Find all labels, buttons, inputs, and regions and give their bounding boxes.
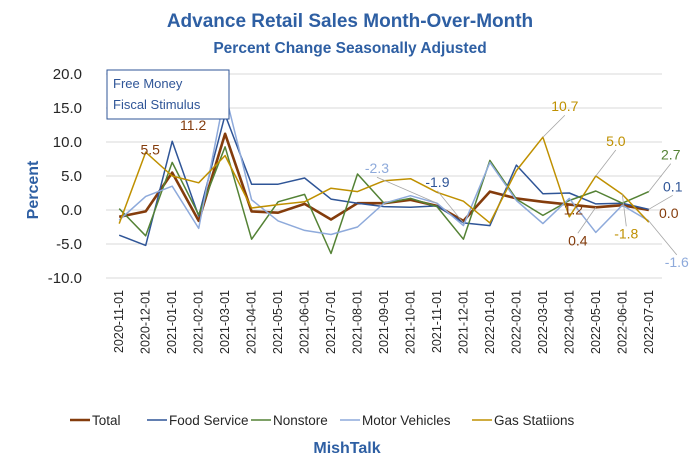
data-labels: 5.5 11.2 -2.3 -1.9 10.7 5.0 1.2 2.7 0.1 0.0 0.4 -1.… bbox=[140, 98, 689, 270]
y-tick-label: 15.0 bbox=[53, 100, 82, 117]
legend-label: Gas Statiions bbox=[494, 413, 575, 428]
annotation-line-1: Free Money bbox=[113, 76, 183, 91]
x-tick-label: 2021-12-01 bbox=[456, 290, 470, 354]
x-tick-label: 2021-09-01 bbox=[377, 290, 391, 354]
label-leader-line bbox=[648, 163, 672, 192]
x-tick-label: 2021-04-01 bbox=[245, 290, 259, 354]
x-tick-label: 2022-03-01 bbox=[536, 290, 550, 354]
label-leader-line bbox=[648, 220, 678, 256]
y-axis-label: Percent bbox=[25, 160, 42, 219]
x-tick-label: 2021-01-01 bbox=[165, 290, 179, 354]
x-axis-ticks: 2020-11-01 2020-12-01 2021-01-01 2021-02-01… bbox=[112, 290, 656, 354]
data-label: 0.0 bbox=[659, 205, 679, 221]
x-tick-label: 2022-07-01 bbox=[642, 290, 656, 354]
data-label: -1.9 bbox=[425, 174, 449, 190]
data-label: -2.3 bbox=[365, 160, 389, 176]
annotation-box-frame bbox=[106, 69, 230, 120]
data-label: 11.2 bbox=[180, 117, 206, 133]
footer-brand: MishTalk bbox=[313, 440, 380, 457]
x-tick-label: 2021-05-01 bbox=[271, 290, 285, 354]
data-label: 2.7 bbox=[661, 147, 681, 163]
y-tick-label: -5.0 bbox=[56, 236, 82, 253]
data-label: -1.6 bbox=[665, 254, 689, 270]
legend-label: Food Service bbox=[169, 413, 249, 428]
data-label: 10.7 bbox=[551, 98, 578, 114]
x-tick-label: 2021-08-01 bbox=[351, 290, 365, 354]
chart-title: Advance Retail Sales Month-Over-Month bbox=[167, 11, 533, 32]
data-label: 0.1 bbox=[663, 178, 683, 194]
label-leader-line bbox=[437, 190, 464, 224]
y-tick-label: 20.0 bbox=[53, 66, 82, 83]
label-leader-line bbox=[376, 176, 438, 204]
x-tick-label: 2022-04-01 bbox=[562, 290, 576, 354]
x-tick-label: 2021-11-01 bbox=[430, 290, 444, 353]
series-line-gas-statiions bbox=[118, 136, 650, 224]
x-tick-label: 2022-02-01 bbox=[509, 290, 523, 354]
legend: Total Food Service Nonstore Motor Vehicles G… bbox=[70, 413, 575, 428]
y-tick-label: -10.0 bbox=[48, 270, 82, 287]
label-leader-line bbox=[577, 207, 597, 234]
y-tick-label: 0.0 bbox=[61, 202, 82, 219]
label-leader-line bbox=[648, 194, 673, 210]
annotation-box: Free Money Fiscal Stimulus bbox=[106, 69, 230, 120]
label-leader-line bbox=[595, 149, 617, 177]
label-leader-line bbox=[542, 114, 566, 138]
x-tick-label: 2022-06-01 bbox=[615, 290, 629, 354]
y-tick-label: 5.0 bbox=[61, 168, 82, 185]
x-tick-label: 2020-11-01 bbox=[112, 290, 126, 353]
x-tick-label: 2021-10-01 bbox=[403, 290, 417, 354]
series-lines bbox=[118, 92, 650, 255]
legend-label: Nonstore bbox=[273, 413, 328, 428]
data-label: 0.4 bbox=[568, 232, 588, 248]
label-leader-line bbox=[621, 194, 627, 227]
y-tick-label: 10.0 bbox=[53, 134, 82, 151]
x-tick-label: 2021-03-01 bbox=[218, 290, 232, 354]
data-label: 1.2 bbox=[564, 202, 584, 218]
x-tick-label: 2021-07-01 bbox=[324, 290, 338, 354]
legend-label: Motor Vehicles bbox=[362, 413, 451, 428]
x-tick-label: 2021-06-01 bbox=[298, 290, 312, 354]
legend-label: Total bbox=[92, 413, 121, 428]
x-tick-label: 2022-01-01 bbox=[483, 290, 497, 354]
y-axis-ticks: 20.0 15.0 10.0 5.0 0.0 -5.0 -10.0 bbox=[48, 66, 82, 287]
x-tick-label: 2022-05-01 bbox=[589, 290, 603, 354]
x-tick-label: 2021-02-01 bbox=[192, 290, 206, 354]
chart-subtitle: Percent Change Seasonally Adjusted bbox=[213, 40, 486, 57]
data-label: -1.8 bbox=[614, 225, 638, 241]
data-label: 5.0 bbox=[606, 133, 626, 149]
x-tick-label: 2020-12-01 bbox=[139, 290, 153, 354]
data-label: 5.5 bbox=[140, 142, 160, 158]
annotation-line-2: Fiscal Stimulus bbox=[113, 97, 201, 112]
series-line-motor-vehicles bbox=[118, 92, 650, 236]
